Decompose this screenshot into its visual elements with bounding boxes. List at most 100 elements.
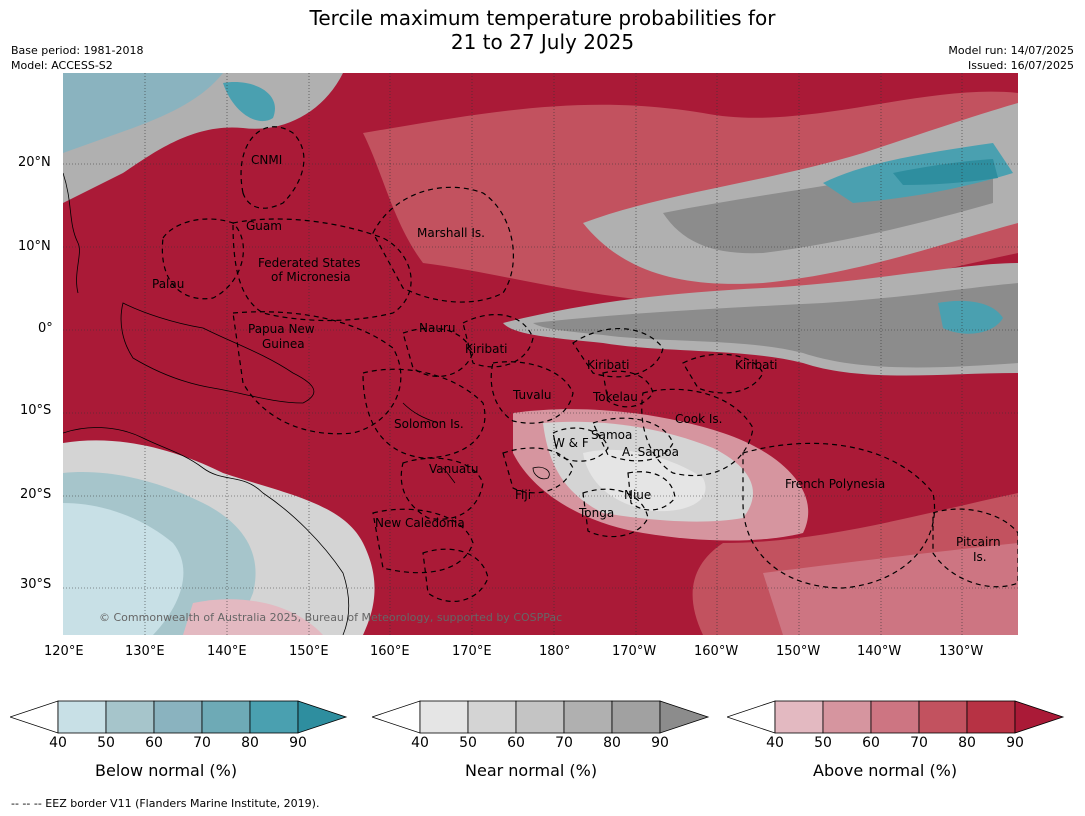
colorbar-tick: 70 (555, 735, 573, 751)
colorbar-above: 40 50 60 70 80 90 Above normal (%) (725, 700, 1067, 780)
region-label: Tonga (578, 506, 614, 520)
band-below-2 (893, 159, 998, 185)
meta-right: Model run: 14/07/2025 Issued: 16/07/2025 (948, 43, 1074, 73)
base-period: Base period: 1981-2018 (11, 44, 144, 57)
lat-label: 20°S (20, 487, 52, 502)
region-label: Fiji (515, 488, 531, 502)
colorbar-above-swatches (725, 700, 1065, 734)
eez-kiribati-e (682, 353, 764, 394)
eez-norfolk (422, 548, 489, 602)
fiji-coast (532, 466, 550, 480)
colorbar-tick: 90 (651, 735, 669, 751)
colorbar-tick: 50 (459, 735, 477, 751)
se-above-2 (763, 543, 1018, 635)
eez-tuvalu (490, 361, 574, 424)
lon-label: 120°E (44, 644, 84, 659)
coastlines (63, 172, 550, 635)
copyright-notice: © Commonwealth of Australia 2025, Bureau… (99, 611, 562, 624)
eez-palau (161, 218, 244, 300)
eez-vanuatu (400, 457, 484, 520)
region-label: Tuvalu (512, 388, 552, 402)
lat-label: 0° (38, 321, 53, 336)
eez-new-caledonia (372, 508, 474, 574)
australia-coast (63, 427, 350, 635)
lat-label: 10°S (20, 403, 52, 418)
colorbar-tick: 60 (862, 735, 880, 751)
lon-label: 140°W (857, 644, 902, 659)
meta-left: Base period: 1981-2018 Model: ACCESS-S2 (11, 43, 143, 73)
colorbar-label: Near normal (%) (465, 761, 598, 780)
map-svg: CNMI Guam Marshall Is. Palau Federated S… (63, 73, 1018, 635)
region-label: W & F (553, 436, 589, 450)
eez-fsm (232, 218, 412, 322)
solomon-coast (402, 402, 439, 424)
probability-map: CNMI Guam Marshall Is. Palau Federated S… (63, 73, 1018, 635)
region-label: Guam (246, 219, 282, 233)
colorbar-tick: 90 (1006, 735, 1024, 751)
lon-label: 130°E (125, 644, 165, 659)
eez-png (232, 311, 402, 435)
lon-label: 150°E (289, 644, 329, 659)
colorbar-tick: 40 (49, 735, 67, 751)
eez-footnote: -- -- -- EEZ border V11 (Flanders Marine… (11, 797, 320, 810)
eez-cnmi (240, 126, 305, 209)
title-line-2: 21 to 27 July 2025 (450, 30, 635, 54)
lon-label: 170°E (452, 644, 492, 659)
model-name: Model: ACCESS-S2 (11, 59, 113, 72)
region-label: Papua New (248, 322, 315, 336)
eez-nauru (402, 327, 474, 377)
region-labels: CNMI Guam Marshall Is. Palau Federated S… (152, 153, 1001, 564)
lat-label: 30°S (20, 577, 52, 592)
region-label: Vanuatu (429, 462, 479, 476)
region-label: French Polynesia (785, 477, 885, 491)
lon-label: 140°E (207, 644, 247, 659)
region-label: CNMI (251, 153, 282, 167)
colorbar-near-swatches (370, 700, 710, 734)
eez-niue (627, 471, 676, 511)
eez-solomon (362, 368, 486, 459)
eez-wf (552, 427, 609, 462)
new-guinea-coast (120, 302, 315, 404)
colorbar-tick: 70 (910, 735, 928, 751)
eez-tonga (582, 488, 649, 538)
colorbar-tick: 50 (97, 735, 115, 751)
eez-borders (161, 126, 1018, 602)
lon-label: 170°W (612, 644, 657, 659)
lon-label: 180° (539, 644, 571, 659)
colorbar-tick: 40 (411, 735, 429, 751)
colorbar-tick: 80 (958, 735, 976, 751)
region-label: of Micronesia (271, 270, 351, 284)
lat-label: 20°N (18, 155, 51, 170)
region-label: Pitcairn (956, 535, 1001, 549)
lon-label: 130°W (939, 644, 984, 659)
colorbar-tick: 90 (289, 735, 307, 751)
region-label: Kiribati (587, 358, 629, 372)
region-label: A. Samoa (622, 445, 679, 459)
colorbar-tick: 60 (145, 735, 163, 751)
lon-label: 160°E (370, 644, 410, 659)
lon-label: 160°W (694, 644, 739, 659)
map-title: Tercile maximum temperature probabilitie… (0, 6, 1085, 54)
region-label: Is. (973, 550, 987, 564)
colorbar-tick: 40 (766, 735, 784, 751)
nw-below-2 (223, 82, 275, 122)
lon-label: 150°W (776, 644, 821, 659)
eez-tokelau (602, 370, 654, 408)
eq-below (938, 300, 1003, 334)
sw-above-light (183, 599, 323, 635)
region-label: Kiribati (465, 342, 507, 356)
colorbar-tick: 60 (507, 735, 525, 751)
eez-kiribati-c (572, 327, 664, 378)
region-label: Cook Is. (675, 412, 722, 426)
region-label: Niue (624, 488, 651, 502)
colorbar-label: Above normal (%) (813, 761, 958, 780)
colorbar-tick: 70 (193, 735, 211, 751)
vanuatu-coast (442, 467, 456, 484)
region-label: Nauru (419, 321, 455, 335)
eez-cook (641, 388, 754, 477)
region-label: Kiribati (735, 358, 777, 372)
lat-label: 10°N (18, 239, 51, 254)
region-label: Guinea (262, 337, 305, 351)
region-label: Federated States (258, 256, 360, 270)
eez-marshall (372, 186, 514, 303)
